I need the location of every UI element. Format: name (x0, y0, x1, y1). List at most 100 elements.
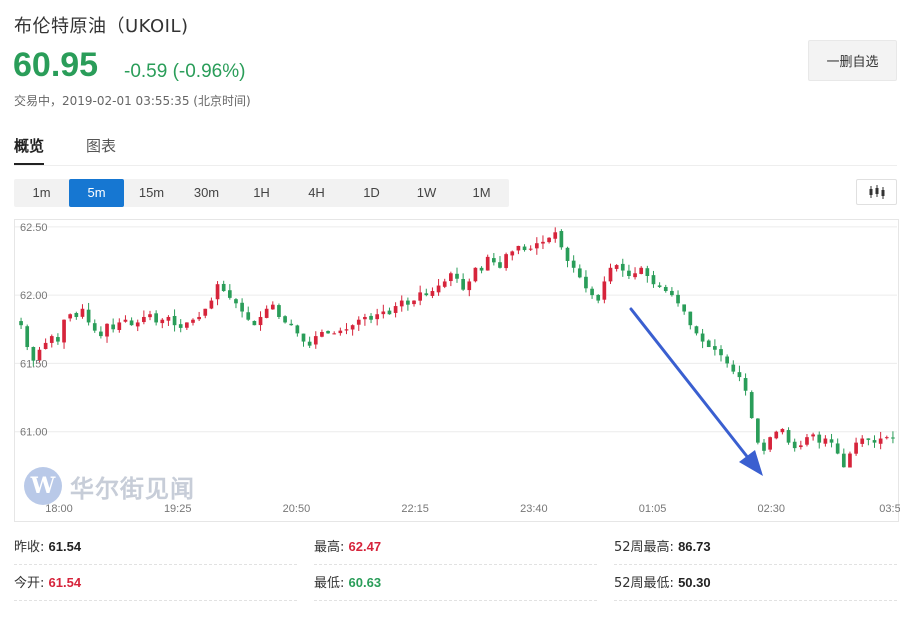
interval-30m[interactable]: 30m (193, 185, 220, 200)
candle-body (166, 316, 171, 321)
candle-body (749, 392, 754, 419)
candle-body (620, 263, 625, 271)
y-tick-label: 62.50 (20, 222, 48, 234)
candle-body (215, 284, 220, 300)
remove-watchlist-button[interactable]: 一删自选 (808, 40, 897, 81)
candle-body (571, 260, 576, 268)
candle-body (393, 306, 398, 313)
chart-type-button[interactable] (856, 179, 897, 205)
candle-body (135, 322, 140, 327)
candle-body (338, 330, 343, 334)
candle-body (590, 288, 594, 296)
candle-body (191, 319, 195, 323)
candle-body (541, 241, 545, 244)
candle-body (608, 267, 613, 282)
stat-value: 50.30 (678, 575, 711, 590)
candle-body (80, 308, 85, 317)
watermark-text: 华尔街见闻 (70, 474, 195, 503)
interval-1h[interactable]: 1H (253, 185, 270, 200)
candle-body (706, 340, 711, 348)
candle-body (369, 315, 373, 320)
y-tick-label: 61.50 (20, 358, 48, 370)
interval-1d[interactable]: 1D (363, 185, 380, 200)
interval-1mo[interactable]: 1M (472, 185, 491, 200)
candle-body (768, 437, 772, 450)
candle-body (798, 445, 803, 448)
candle-body (203, 308, 208, 316)
candle-body (829, 439, 834, 443)
candle-body (264, 308, 269, 318)
stat-52w-high: 52周最高: 86.73 (614, 529, 897, 565)
stat-value: 61.54 (48, 539, 82, 554)
x-tick-label: 22:15 (401, 503, 429, 515)
candle-body (68, 314, 73, 319)
candle-body (651, 275, 656, 285)
candle-body (534, 243, 539, 249)
candle-body (584, 276, 588, 289)
candle-body (559, 231, 564, 248)
candle-body (786, 430, 791, 443)
candle-body (240, 302, 244, 312)
candle-body (418, 292, 423, 301)
quote-stats: 昨收: 61.54 最高: 62.47 52周最高: 86.73 今开: 61.… (14, 529, 898, 609)
x-tick-label: 02:30 (758, 503, 786, 515)
candle-body (117, 322, 122, 330)
candle-body (430, 291, 435, 296)
candle-body (31, 347, 36, 361)
candle-body (737, 372, 742, 378)
candle-body (485, 256, 490, 271)
candle-body (817, 434, 822, 443)
instrument-title: 布伦特原油（UKOIL) (14, 16, 189, 37)
candle-body (792, 441, 797, 449)
candle-body (49, 336, 54, 343)
candle-body (823, 438, 828, 444)
tab-chart[interactable]: 图表 (86, 137, 117, 155)
candle-body (510, 251, 515, 256)
candle-body (111, 324, 116, 330)
candle-body (633, 273, 637, 278)
candle-body (74, 312, 79, 317)
price-change: -0.59 (-0.96%) (124, 61, 246, 82)
candle-body (596, 294, 601, 301)
candle-body (455, 273, 459, 279)
candle-body (258, 316, 263, 326)
interval-4h[interactable]: 4H (308, 185, 325, 200)
y-tick-label: 61.00 (20, 427, 48, 439)
candle-body (37, 349, 42, 361)
candle-body (676, 294, 680, 304)
candle-body (670, 290, 674, 296)
trading-status: 交易中，2019-02-01 03:55:35 (北京时间) (14, 94, 251, 108)
interval-1w[interactable]: 1W (416, 185, 437, 200)
candle-body (866, 438, 871, 440)
candle-body (227, 290, 232, 298)
interval-5m[interactable]: 5m (69, 179, 124, 207)
x-tick-label: 23:40 (520, 503, 548, 515)
candle-body (289, 323, 294, 326)
candle-body (178, 324, 183, 328)
tab-overview[interactable]: 概览 (14, 135, 45, 165)
interval-15m[interactable]: 15m (138, 185, 165, 200)
trend-arrow-shaft (629, 307, 751, 461)
candle-body (473, 267, 478, 282)
candle-body (363, 316, 367, 320)
candle-body (627, 270, 631, 276)
candle-body (479, 267, 484, 271)
candle-body (614, 265, 619, 269)
interval-selector: 1m 5m 15m 30m 1H 4H 1D 1W 1M (14, 179, 509, 207)
candle-body (528, 248, 533, 250)
candle-body (424, 293, 429, 296)
candle-body (461, 279, 465, 290)
watermark: W 华尔街见闻 (24, 467, 195, 505)
watermark-logo-icon: W (24, 467, 62, 505)
candle-body (234, 299, 238, 304)
stat-value: 61.54 (48, 575, 82, 590)
candle-body (92, 323, 97, 331)
x-tick-label: 01:05 (639, 503, 667, 515)
candle-body (577, 268, 582, 278)
price-chart[interactable]: 62.50 62.00 61.50 61.00 18:00 19:25 20:50 22:15… (14, 219, 900, 522)
interval-1m[interactable]: 1m (32, 185, 51, 200)
candle-body (878, 438, 883, 444)
candle-body (197, 316, 201, 320)
candle-body (657, 285, 662, 287)
candle-body (547, 237, 551, 243)
